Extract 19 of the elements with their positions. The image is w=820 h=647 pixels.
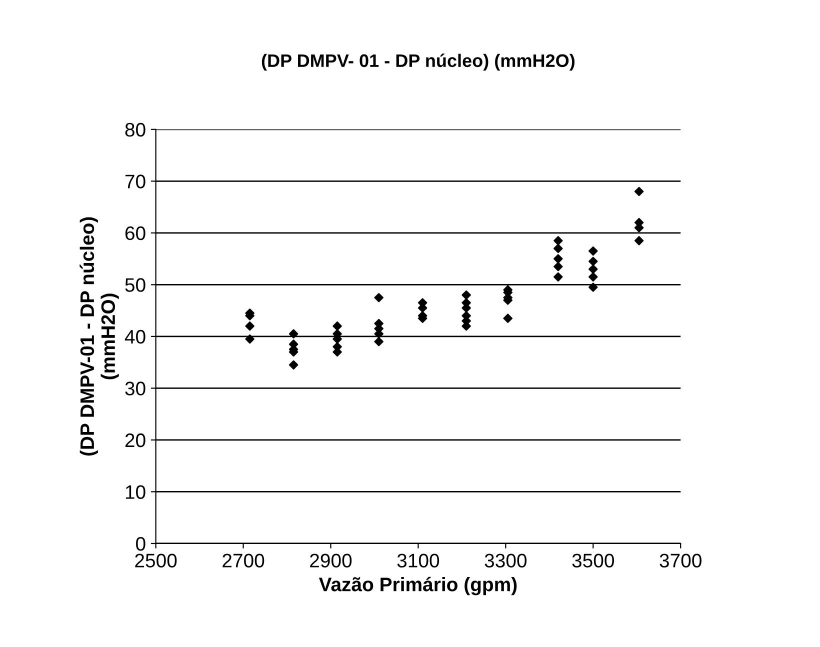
y-tick-label: 0 [136,536,146,551]
x-tick-label: 3500 [572,554,614,568]
chart-title: (DP DMPV- 01 - DP núcleo) (mmH2O) [262,54,574,71]
x-tick-label: 3700 [660,554,702,568]
y-axis-title: (DP DMPV-01 - DP núcleo) (mmH2O) [80,217,119,456]
y-tick-label: 50 [125,278,146,292]
x-tick-label: 2500 [135,554,177,568]
y-tick-label: 60 [125,226,146,240]
y-tick-label: 10 [126,485,146,499]
x-tick-label: 3100 [397,554,440,568]
y-tick-label: 40 [124,330,146,344]
y-tick-label: 70 [125,174,146,188]
y-tick-label: 80 [125,122,146,137]
x-tick-label: 3300 [484,554,527,568]
x-tick-label: 2900 [310,554,352,568]
y-tick-label: 20 [125,433,146,448]
x-axis-title: Vazão Primário (gpm) [318,576,517,596]
x-tick-label: 2700 [222,554,264,568]
y-tick-label: 30 [125,382,146,396]
